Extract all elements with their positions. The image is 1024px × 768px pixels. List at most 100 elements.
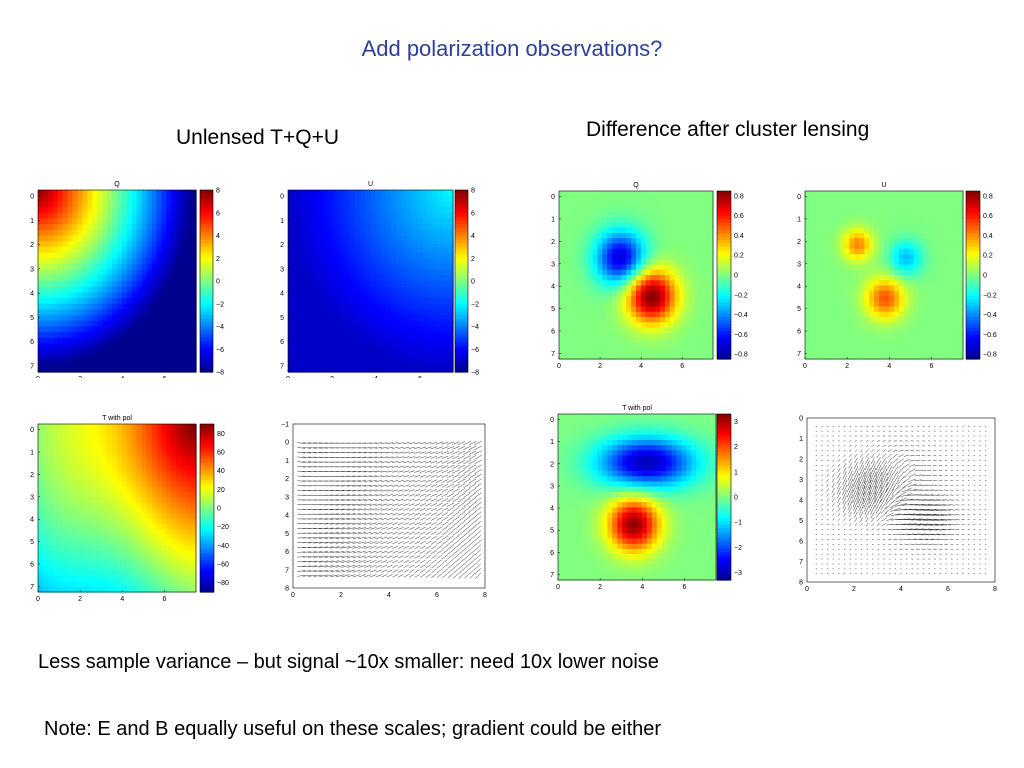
heatmap-cell: [181, 366, 187, 373]
heatmap-cell: [592, 275, 599, 281]
heatmap-cell: [117, 445, 123, 451]
heatmap-cell: [38, 326, 44, 333]
heatmap-cell: [166, 424, 172, 430]
vector-segment: [297, 475, 306, 477]
vector-segment: [358, 470, 367, 473]
vector-segment: [463, 521, 471, 527]
heatmap-cell: [578, 306, 584, 313]
heatmap-cell: [401, 298, 408, 305]
vector-segment: [430, 493, 438, 497]
heatmap-cell: [176, 560, 182, 567]
heatmap-cell: [626, 317, 632, 323]
heatmap-cell: [416, 337, 423, 345]
heatmap-cell: [161, 235, 167, 242]
plot-frame: [287, 189, 454, 373]
heatmap-cell: [636, 212, 642, 218]
vector-segment: [363, 475, 372, 478]
vector-segment: [430, 441, 438, 445]
heatmap-cell: [645, 327, 652, 334]
vector-segment: [352, 466, 361, 468]
vector-segment: [369, 531, 377, 535]
heatmap-cell: [166, 497, 172, 504]
heatmap-cell: [318, 201, 325, 208]
heatmap-cell: [621, 222, 627, 229]
heatmap-cell: [313, 360, 320, 367]
heatmap-cell: [47, 534, 54, 541]
heatmap-cell: [380, 246, 387, 254]
heatmap-cell: [349, 360, 356, 367]
heatmap-cell: [38, 292, 44, 299]
heatmap-cell: [597, 311, 603, 318]
heatmap-cell: [324, 258, 330, 265]
heatmap-cell: [626, 212, 632, 218]
heatmap-cell: [602, 217, 608, 224]
heatmap-cell: [42, 481, 49, 488]
heatmap-cell: [191, 513, 197, 520]
heatmap-cell: [602, 322, 608, 329]
heatmap-cell: [427, 201, 433, 208]
vector-segment: [369, 560, 377, 564]
heatmap-cell: [355, 303, 361, 311]
heatmap-cell: [313, 212, 320, 220]
heatmap-cell: [640, 301, 647, 308]
heatmap-cell: [82, 471, 88, 478]
heatmap-cell: [67, 434, 74, 441]
heatmap-cell: [47, 513, 54, 520]
heatmap-cell: [161, 275, 167, 282]
heatmap-cell: [365, 337, 372, 345]
heatmap-cell: [112, 534, 118, 541]
heatmap-cell: [181, 460, 187, 467]
vector-segment: [446, 441, 455, 445]
heatmap-cell: [67, 235, 74, 242]
heatmap-cell: [57, 508, 64, 514]
heatmap-cell: [293, 224, 299, 231]
vector-segment: [313, 527, 323, 529]
heatmap-cell: [437, 298, 444, 305]
heatmap-cell: [578, 264, 584, 271]
heatmap-cell: [344, 263, 351, 271]
heatmap-cell: [121, 252, 128, 259]
heatmap-cell: [360, 229, 366, 237]
heatmap-cell: [42, 349, 49, 356]
heatmap-cell: [391, 337, 397, 345]
heatmap-cell: [38, 523, 44, 530]
heatmap-cell: [422, 343, 428, 350]
heatmap-cell: [650, 343, 656, 350]
heatmap-cell: [626, 243, 632, 250]
vector-segment: [375, 494, 383, 497]
heatmap-cell: [334, 252, 341, 259]
heatmap-cell: [597, 280, 603, 287]
vector-segment: [447, 512, 454, 517]
vector-segment: [469, 502, 476, 508]
heatmap-cell: [171, 492, 177, 499]
heatmap-cell: [181, 560, 187, 567]
heatmap-cell: [146, 281, 153, 288]
heatmap-cell: [62, 207, 69, 214]
heatmap-cell: [191, 224, 197, 231]
heatmap-cell: [121, 195, 128, 202]
heatmap-cell: [176, 229, 182, 237]
heatmap-cell: [447, 315, 454, 322]
vector-segment: [452, 479, 460, 484]
heatmap-cell: [370, 224, 377, 231]
heatmap-cell: [87, 529, 93, 535]
heatmap-cell: [355, 241, 361, 248]
heatmap-cell: [47, 343, 54, 350]
heatmap-cell: [117, 281, 123, 288]
heatmap-cell: [587, 290, 594, 297]
heatmap-cell: [288, 315, 294, 322]
heatmap-cell: [102, 309, 108, 316]
heatmap-cell: [87, 292, 93, 299]
heatmap-cell: [166, 315, 172, 322]
heatmap-cell: [396, 315, 403, 322]
heatmap-cell: [176, 497, 182, 504]
heatmap-cell: [176, 218, 182, 225]
heatmap-cell: [126, 502, 133, 509]
heatmap-cell: [406, 326, 413, 333]
heatmap-cell: [583, 275, 589, 281]
heatmap-cell: [293, 315, 299, 322]
heatmap-cell: [640, 212, 647, 218]
heatmap-cell: [171, 195, 177, 202]
heatmap-cell: [92, 523, 98, 530]
